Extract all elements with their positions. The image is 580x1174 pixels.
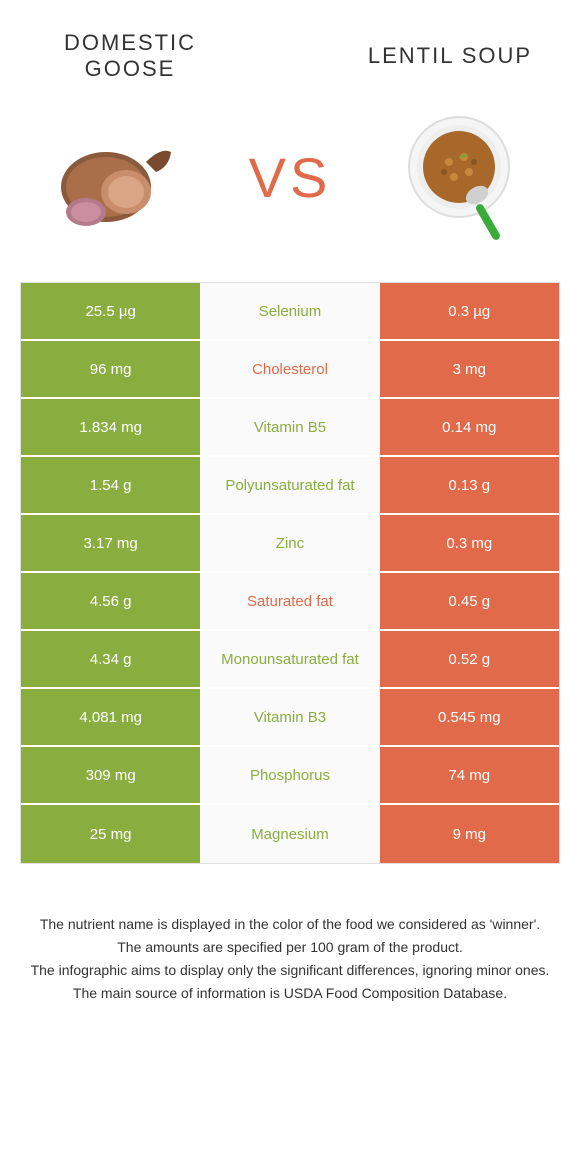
food2-value: 0.13 g	[380, 457, 559, 513]
nutrient-table: 25.5 µgSelenium0.3 µg96 mgCholesterol3 m…	[20, 282, 560, 864]
nutrient-name: Cholesterol	[200, 341, 379, 397]
food1-value: 25 mg	[21, 805, 200, 863]
food2-value: 0.14 mg	[380, 399, 559, 455]
vs-label: VS	[249, 145, 332, 210]
food1-value: 25.5 µg	[21, 283, 200, 339]
food1-value: 96 mg	[21, 341, 200, 397]
food1-value: 4.34 g	[21, 631, 200, 687]
table-row: 4.081 mgVitamin B30.545 mg	[21, 689, 559, 747]
food2-value: 0.3 µg	[380, 283, 559, 339]
table-row: 25 mgMagnesium9 mg	[21, 805, 559, 863]
nutrient-name: Vitamin B5	[200, 399, 379, 455]
food2-image	[384, 102, 534, 252]
nutrient-name: Selenium	[200, 283, 379, 339]
footer-line: The main source of information is USDA F…	[30, 983, 550, 1004]
table-row: 3.17 mgZinc0.3 mg	[21, 515, 559, 573]
food2-value: 0.545 mg	[380, 689, 559, 745]
footer-line: The nutrient name is displayed in the co…	[30, 914, 550, 935]
food2-value: 0.52 g	[380, 631, 559, 687]
nutrient-name: Monounsaturated fat	[200, 631, 379, 687]
table-row: 4.56 gSaturated fat0.45 g	[21, 573, 559, 631]
food1-value: 4.081 mg	[21, 689, 200, 745]
food2-value: 9 mg	[380, 805, 559, 863]
footer-line: The infographic aims to display only the…	[30, 960, 550, 981]
nutrient-name: Zinc	[200, 515, 379, 571]
food1-value: 1.54 g	[21, 457, 200, 513]
footer-notes: The nutrient name is displayed in the co…	[0, 864, 580, 1026]
table-row: 1.54 gPolyunsaturated fat0.13 g	[21, 457, 559, 515]
food1-title: DOMESTIC GOOSE	[30, 30, 230, 82]
food2-value: 74 mg	[380, 747, 559, 803]
food2-value: 0.45 g	[380, 573, 559, 629]
table-row: 309 mgPhosphorus74 mg	[21, 747, 559, 805]
food2-value: 0.3 mg	[380, 515, 559, 571]
nutrient-name: Polyunsaturated fat	[200, 457, 379, 513]
table-row: 25.5 µgSelenium0.3 µg	[21, 283, 559, 341]
food2-value: 3 mg	[380, 341, 559, 397]
nutrient-name: Vitamin B3	[200, 689, 379, 745]
table-row: 1.834 mgVitamin B50.14 mg	[21, 399, 559, 457]
table-row: 4.34 gMonounsaturated fat0.52 g	[21, 631, 559, 689]
nutrient-name: Magnesium	[200, 805, 379, 863]
table-row: 96 mgCholesterol3 mg	[21, 341, 559, 399]
food2-title: LENTIL SOUP	[350, 43, 550, 69]
nutrient-name: Phosphorus	[200, 747, 379, 803]
food1-value: 309 mg	[21, 747, 200, 803]
nutrient-name: Saturated fat	[200, 573, 379, 629]
food1-value: 1.834 mg	[21, 399, 200, 455]
food1-value: 4.56 g	[21, 573, 200, 629]
food1-value: 3.17 mg	[21, 515, 200, 571]
footer-line: The amounts are specified per 100 gram o…	[30, 937, 550, 958]
food1-image	[46, 102, 196, 252]
